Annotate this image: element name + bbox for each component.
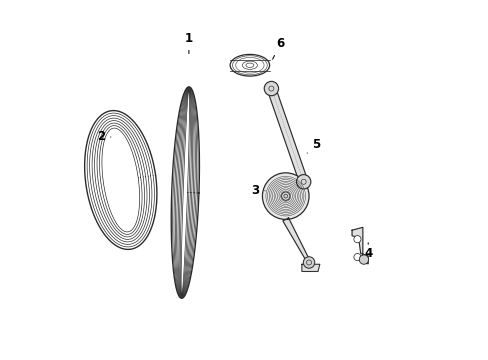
Text: 3: 3: [251, 184, 264, 197]
Circle shape: [296, 175, 310, 189]
Text: 5: 5: [306, 138, 320, 153]
Polygon shape: [351, 227, 367, 264]
Circle shape: [359, 255, 368, 264]
Text: 4: 4: [364, 243, 371, 260]
Polygon shape: [267, 87, 307, 183]
Circle shape: [303, 257, 314, 268]
Circle shape: [281, 192, 289, 200]
Polygon shape: [283, 218, 310, 263]
Circle shape: [264, 81, 278, 96]
Polygon shape: [301, 264, 319, 271]
Text: 2: 2: [97, 130, 111, 144]
Circle shape: [353, 253, 360, 261]
Text: 1: 1: [184, 32, 193, 54]
Circle shape: [262, 173, 308, 220]
Circle shape: [353, 235, 360, 243]
Text: 6: 6: [272, 37, 284, 59]
